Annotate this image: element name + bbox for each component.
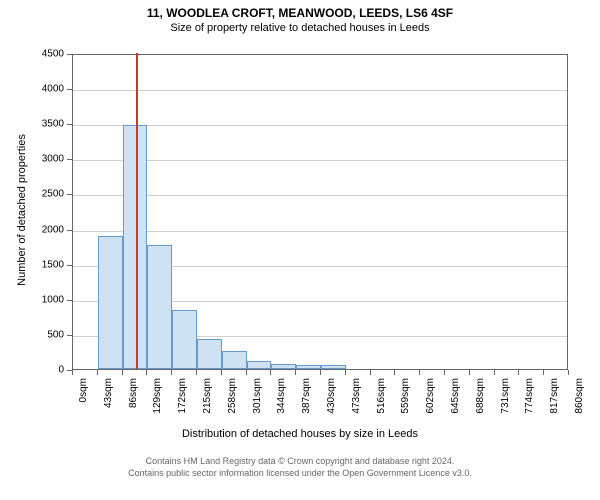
xtick-mark [221, 370, 222, 375]
xtick-mark [320, 370, 321, 375]
histogram-bar [321, 365, 346, 369]
histogram-bar [197, 339, 222, 369]
footnote: Contains HM Land Registry data © Crown c… [0, 456, 600, 479]
histogram-bar [271, 364, 296, 369]
ytick-label: 1500 [0, 259, 64, 270]
ytick-label: 3500 [0, 119, 64, 130]
xtick-mark [270, 370, 271, 375]
ytick-label: 2500 [0, 189, 64, 200]
xtick-label: 817sqm [549, 378, 560, 428]
ytick-label: 0 [0, 365, 64, 376]
xtick-label: 215sqm [202, 378, 213, 428]
ytick-mark [67, 335, 72, 336]
ytick-mark [67, 159, 72, 160]
xtick-label: 430sqm [326, 378, 337, 428]
xtick-label: 86sqm [128, 378, 139, 428]
histogram-bar [296, 365, 321, 369]
footnote-line-2: Contains public sector information licen… [0, 468, 600, 480]
xtick-label: 0sqm [78, 378, 89, 428]
xtick-label: 645sqm [450, 378, 461, 428]
ytick-label: 500 [0, 329, 64, 340]
xtick-mark [568, 370, 569, 375]
histogram-bar [147, 245, 172, 369]
xtick-mark [469, 370, 470, 375]
xtick-label: 516sqm [376, 378, 387, 428]
xtick-mark [122, 370, 123, 375]
xtick-label: 129sqm [152, 378, 163, 428]
histogram-bar [98, 236, 123, 369]
xtick-label: 344sqm [276, 378, 287, 428]
xtick-label: 387sqm [301, 378, 312, 428]
ytick-mark [67, 124, 72, 125]
xtick-label: 43sqm [103, 378, 114, 428]
ytick-mark [67, 265, 72, 266]
ytick-mark [67, 89, 72, 90]
xtick-mark [419, 370, 420, 375]
ytick-mark [67, 300, 72, 301]
ytick-label: 3000 [0, 154, 64, 165]
xtick-label: 301sqm [252, 378, 263, 428]
histogram-bar [172, 310, 197, 369]
histogram-bar [222, 351, 247, 369]
histogram-bar [247, 361, 272, 369]
xtick-label: 473sqm [351, 378, 362, 428]
ytick-mark [67, 194, 72, 195]
ytick-label: 4000 [0, 84, 64, 95]
xtick-mark [171, 370, 172, 375]
ytick-label: 4500 [0, 49, 64, 60]
xtick-label: 172sqm [177, 378, 188, 428]
xtick-mark [196, 370, 197, 375]
xtick-label: 559sqm [400, 378, 411, 428]
xtick-label: 774sqm [524, 378, 535, 428]
ytick-label: 2000 [0, 224, 64, 235]
xtick-mark [246, 370, 247, 375]
x-axis-label: Distribution of detached houses by size … [0, 428, 600, 440]
xtick-mark [345, 370, 346, 375]
xtick-mark [295, 370, 296, 375]
ytick-label: 1000 [0, 294, 64, 305]
xtick-label: 688sqm [475, 378, 486, 428]
y-axis-label: Number of detached properties [16, 52, 28, 368]
xtick-mark [518, 370, 519, 375]
xtick-label: 258sqm [227, 378, 238, 428]
xtick-mark [146, 370, 147, 375]
xtick-mark [97, 370, 98, 375]
xtick-mark [444, 370, 445, 375]
xtick-label: 602sqm [425, 378, 436, 428]
ytick-mark [67, 230, 72, 231]
chart-container: 11, WOODLEA CROFT, MEANWOOD, LEEDS, LS6 … [0, 0, 600, 500]
chart-title-2: Size of property relative to detached ho… [0, 22, 600, 34]
xtick-label: 860sqm [574, 378, 585, 428]
marker-line [136, 53, 138, 369]
xtick-label: 731sqm [500, 378, 511, 428]
ytick-mark [67, 54, 72, 55]
xtick-mark [394, 370, 395, 375]
xtick-mark [494, 370, 495, 375]
footnote-line-1: Contains HM Land Registry data © Crown c… [0, 456, 600, 468]
plot-area [72, 54, 568, 370]
chart-title-1: 11, WOODLEA CROFT, MEANWOOD, LEEDS, LS6 … [0, 6, 600, 20]
gridline [73, 90, 567, 91]
xtick-mark [72, 370, 73, 375]
xtick-mark [370, 370, 371, 375]
xtick-mark [543, 370, 544, 375]
